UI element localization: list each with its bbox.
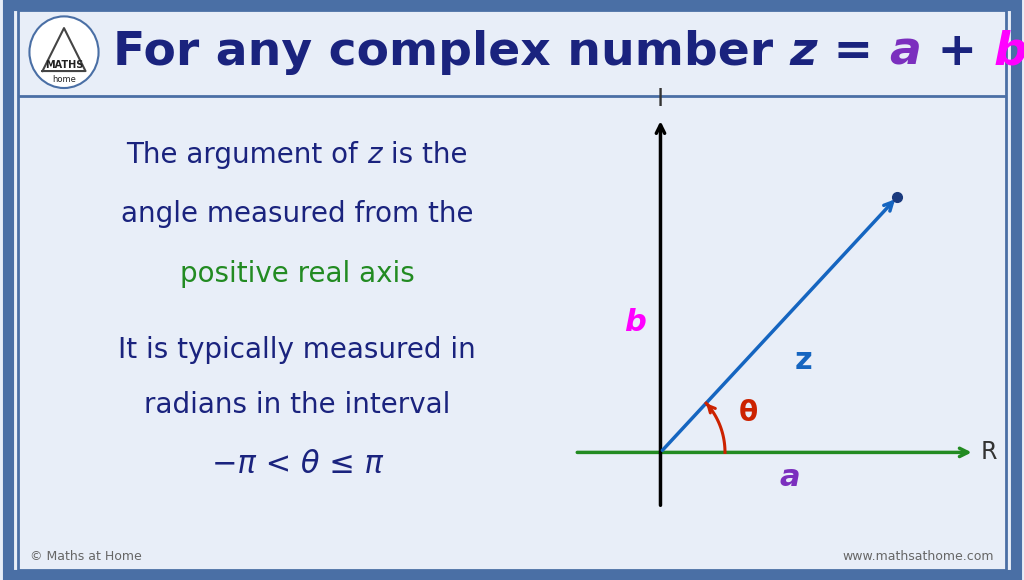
Text: For any complex number: For any complex number xyxy=(113,30,790,75)
Text: It is typically measured in: It is typically measured in xyxy=(118,336,476,364)
Text: www.mathsathome.com: www.mathsathome.com xyxy=(842,550,993,563)
Text: is the: is the xyxy=(382,141,467,169)
Ellipse shape xyxy=(30,16,98,88)
Text: =: = xyxy=(817,30,890,75)
Text: −π < θ ≤ π: −π < θ ≤ π xyxy=(212,450,382,479)
Text: +: + xyxy=(922,30,994,75)
Text: The argument of: The argument of xyxy=(127,141,368,169)
Text: a: a xyxy=(779,463,800,492)
Text: θ: θ xyxy=(738,400,758,427)
Text: b: b xyxy=(624,308,645,337)
Text: z: z xyxy=(368,141,382,169)
Text: a: a xyxy=(890,30,922,75)
Text: z: z xyxy=(790,30,817,75)
Text: z: z xyxy=(795,346,812,375)
Text: radians in the interval: radians in the interval xyxy=(143,391,451,419)
Text: MATHS: MATHS xyxy=(45,60,83,70)
Text: © Maths at Home: © Maths at Home xyxy=(31,550,142,563)
Text: home: home xyxy=(52,75,76,84)
Text: positive real axis: positive real axis xyxy=(179,260,415,288)
Text: angle measured from the: angle measured from the xyxy=(121,201,473,229)
Text: bi: bi xyxy=(994,30,1024,75)
Text: I: I xyxy=(657,88,664,111)
Text: R: R xyxy=(981,440,997,465)
